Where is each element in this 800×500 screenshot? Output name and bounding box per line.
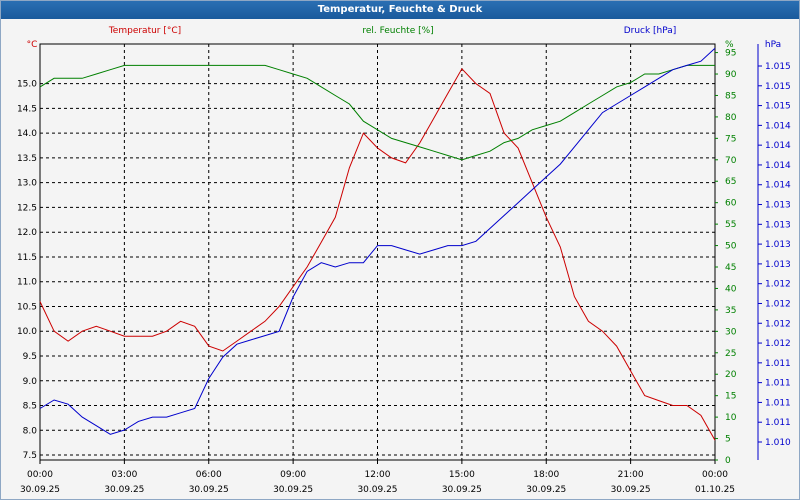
temperature-unit-label: °C — [27, 40, 38, 50]
temperature-tick-label: 14.5 — [17, 104, 37, 114]
humidity-tick-label: 85 — [725, 91, 736, 101]
humidity-tick-label: 55 — [725, 220, 736, 230]
temperature-tick-label: 12.5 — [17, 203, 37, 213]
humidity-tick-label: 75 — [725, 134, 736, 144]
temperature-tick-label: 8.0 — [23, 426, 38, 436]
x-tick-label-date: 30.09.25 — [442, 485, 482, 495]
pressure-tick-label: 1.011 — [765, 359, 791, 369]
temperature-tick-label: 13.5 — [17, 154, 37, 164]
humidity-tick-label: 80 — [725, 113, 737, 123]
temperature-tick-label: 9.5 — [23, 352, 37, 362]
chart-ticks: 00:00 30.09.25 03:00 30.09.25 06:00 30.09.25 0… — [17, 26, 791, 495]
temperature-tick-label: 15.0 — [17, 80, 37, 90]
temperature-tick-label: 9.0 — [23, 377, 38, 387]
chart-title: Temperatur, Feuchte & Druck — [1, 1, 799, 19]
humidity-tick-label: 40 — [725, 284, 737, 294]
pressure-tick-label: 1.014 — [765, 181, 791, 191]
pressure-tick-label: 1.013 — [765, 201, 791, 211]
series-line-pressure — [39, 47, 716, 435]
x-tick-label-date: 30.09.25 — [611, 485, 651, 495]
temperature-tick-label: 7.5 — [23, 451, 37, 461]
pressure-tick-label: 1.012 — [765, 339, 791, 349]
pressure-axis-title: Druck [hPa] — [624, 26, 677, 36]
temperature-tick-label: 8.5 — [23, 402, 37, 412]
x-tick-label-time: 00:00 — [702, 470, 728, 480]
humidity-tick-label: 30 — [725, 327, 737, 337]
pressure-tick-label: 1.011 — [765, 418, 791, 428]
pressure-tick-label: 1.012 — [765, 319, 791, 329]
temperature-tick-label: 12.0 — [17, 228, 37, 238]
temperature-tick-label: 11.5 — [17, 253, 37, 263]
x-tick-label-time: 12:00 — [365, 470, 391, 480]
x-tick-label-date: 30.09.25 — [526, 485, 566, 495]
pressure-tick-label: 1.011 — [765, 379, 791, 389]
humidity-axis-title: rel. Feuchte [%] — [362, 26, 433, 36]
pressure-unit-label: hPa — [765, 40, 781, 50]
pressure-tick-label: 1.013 — [765, 240, 791, 250]
x-tick-label-date: 01.10.25 — [695, 485, 735, 495]
humidity-tick-label: 50 — [725, 242, 737, 252]
pressure-tick-label: 1.014 — [765, 121, 791, 131]
humidity-tick-label: 65 — [725, 177, 736, 187]
temperature-tick-label: 10.5 — [17, 302, 37, 312]
pressure-tick-label: 1.014 — [765, 141, 791, 151]
humidity-tick-label: 5 — [725, 435, 731, 445]
pressure-tick-label: 1.010 — [765, 438, 791, 448]
humidity-tick-label: 90 — [725, 70, 737, 80]
humidity-tick-label: 70 — [725, 156, 737, 166]
humidity-tick-label: 20 — [725, 370, 737, 380]
x-tick-label-date: 30.09.25 — [104, 485, 144, 495]
temperature-axis-title: Temperatur [°C] — [108, 26, 181, 36]
pressure-tick-label: 1.012 — [765, 280, 791, 290]
x-tick-label-time: 21:00 — [618, 470, 644, 480]
pressure-tick-label: 1.011 — [765, 398, 791, 408]
temperature-tick-label: 10.0 — [17, 327, 37, 337]
temperature-tick-label: 13.0 — [17, 179, 37, 189]
x-tick-label-time: 15:00 — [449, 470, 475, 480]
pressure-tick-label: 1.013 — [765, 260, 791, 270]
humidity-unit-label: % — [725, 40, 734, 50]
chart-grid — [39, 43, 716, 461]
temperature-tick-label: 11.0 — [17, 278, 37, 288]
pressure-tick-label: 1.015 — [765, 62, 791, 72]
humidity-tick-label: 35 — [725, 306, 736, 316]
humidity-tick-label: 60 — [725, 199, 737, 209]
pressure-tick-label: 1.015 — [765, 82, 791, 92]
humidity-tick-label: 15 — [725, 392, 736, 402]
x-tick-label-date: 30.09.25 — [357, 485, 397, 495]
humidity-tick-label: 25 — [725, 349, 736, 359]
pressure-tick-label: 1.012 — [765, 299, 791, 309]
x-tick-label-time: 06:00 — [196, 470, 222, 480]
pressure-tick-label: 1.014 — [765, 161, 791, 171]
humidity-tick-label: 10 — [725, 413, 737, 423]
x-tick-label-date: 30.09.25 — [20, 485, 60, 495]
x-tick-label-time: 18:00 — [533, 470, 559, 480]
temperature-tick-label: 14.0 — [17, 129, 37, 139]
x-tick-label-date: 30.09.25 — [189, 485, 229, 495]
humidity-tick-label: 45 — [725, 263, 736, 273]
x-tick-label-time: 00:00 — [27, 470, 53, 480]
x-tick-label-time: 03:00 — [111, 470, 137, 480]
humidity-tick-label: 0 — [725, 456, 731, 466]
pressure-tick-label: 1.015 — [765, 102, 791, 112]
series-line-temperature — [39, 67, 716, 441]
x-tick-label-time: 09:00 — [280, 470, 306, 480]
pressure-tick-label: 1.013 — [765, 220, 791, 230]
x-tick-label-date: 30.09.25 — [273, 485, 313, 495]
series-line-humidity — [39, 64, 715, 161]
chart-series — [39, 47, 716, 441]
humidity-tick-label: 95 — [725, 49, 736, 59]
